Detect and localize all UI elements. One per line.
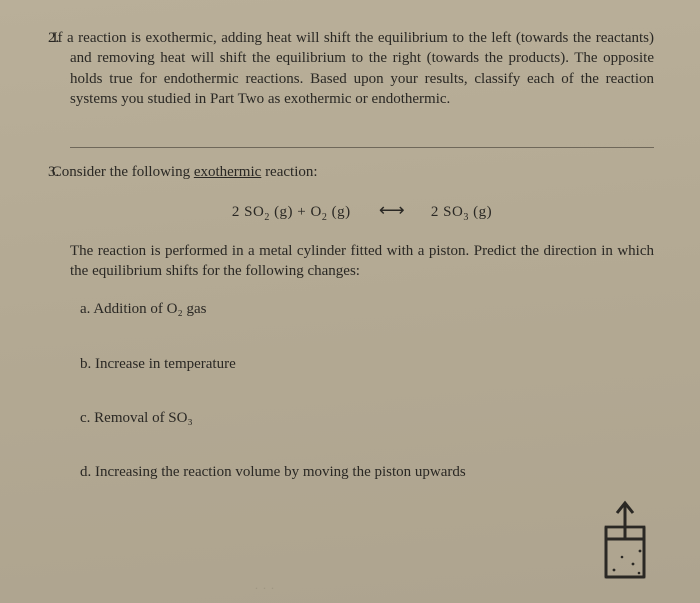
piston-diagram-icon — [600, 499, 650, 579]
eq-right-phase: (g) — [469, 204, 492, 220]
part-d: d. Increasing the reaction volume by mov… — [80, 462, 654, 482]
question-3-lead: 3. Consider the following exothermic rea… — [70, 162, 654, 182]
question-2-text: If a reaction is exothermic, adding heat… — [53, 30, 655, 107]
question-3-body: The reaction is performed in a metal cyl… — [70, 241, 654, 282]
eq-right: 2 SO — [431, 204, 463, 220]
eq-left-phase: (g) + O — [270, 204, 322, 220]
divider — [70, 147, 654, 148]
part-b: b. Increase in temperature — [80, 354, 654, 374]
faint-smudge: . . . — [255, 578, 275, 593]
part-a: a. Addition of O₂ gas — [80, 299, 654, 319]
q3-lead-pre: Consider the following — [52, 164, 194, 180]
equation: 2 SO2 (g) + O2 (g) ⟷ 2 SO3 (g) — [70, 198, 654, 225]
question-3: 3. Consider the following exothermic rea… — [70, 162, 654, 482]
question-2: 2. If a reaction is exothermic, adding h… — [70, 28, 654, 109]
q3-lead-underlined: exothermic — [194, 164, 261, 180]
worksheet-page: 2. If a reaction is exothermic, adding h… — [0, 0, 700, 603]
part-c: c. Removal of SO₃ — [80, 408, 654, 428]
eq-o2-phase: (g) — [327, 204, 350, 220]
q3-lead-post: reaction: — [261, 164, 317, 180]
eq-left: 2 SO — [232, 204, 264, 220]
equilibrium-arrow-icon: ⟷ — [355, 200, 427, 220]
